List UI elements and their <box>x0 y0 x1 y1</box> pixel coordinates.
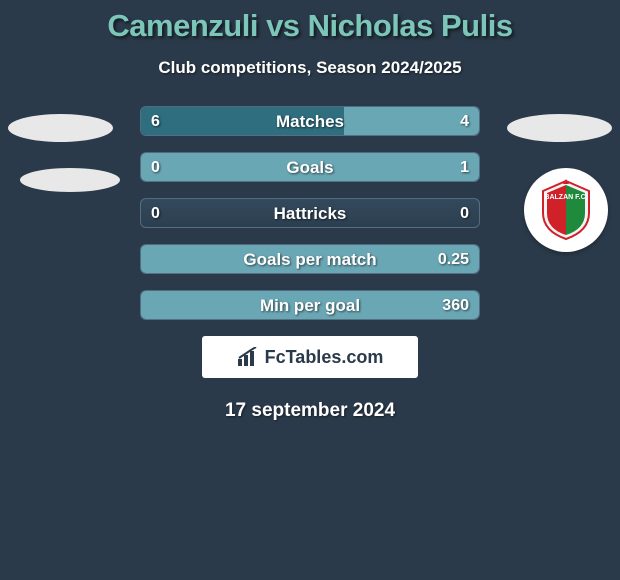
balzan-crest-icon: BALZAN F.C. <box>533 177 599 243</box>
page-title: Camenzuli vs Nicholas Pulis <box>0 0 620 44</box>
club-logo-balzan: BALZAN F.C. <box>524 168 608 252</box>
snapshot-date: 17 september 2024 <box>0 400 620 422</box>
comparison-arena: BALZAN F.C. 64Matches 01Goals 00Hattricks 0… <box>0 106 620 320</box>
stat-row: 01Goals <box>140 152 480 182</box>
stat-label: Min per goal <box>141 291 479 320</box>
stat-row: 00Hattricks <box>140 198 480 228</box>
branding-badge: FcTables.com <box>202 336 418 378</box>
stat-label: Hattricks <box>141 199 479 228</box>
branding-text: FcTables.com <box>265 347 384 368</box>
placeholder-ellipse <box>20 168 120 192</box>
stat-label: Goals per match <box>141 245 479 274</box>
stat-label: Goals <box>141 153 479 182</box>
chart-icon <box>237 347 259 367</box>
stat-rows: 64Matches 01Goals 00Hattricks 0.25Goals per… <box>140 106 480 320</box>
stat-row: 0.25Goals per match <box>140 244 480 274</box>
placeholder-ellipse <box>507 114 612 142</box>
stat-label: Matches <box>141 107 479 136</box>
stat-row: 64Matches <box>140 106 480 136</box>
stat-row: 360Min per goal <box>140 290 480 320</box>
subtitle: Club competitions, Season 2024/2025 <box>0 58 620 78</box>
placeholder-ellipse <box>8 114 113 142</box>
svg-text:BALZAN F.C.: BALZAN F.C. <box>544 194 587 201</box>
